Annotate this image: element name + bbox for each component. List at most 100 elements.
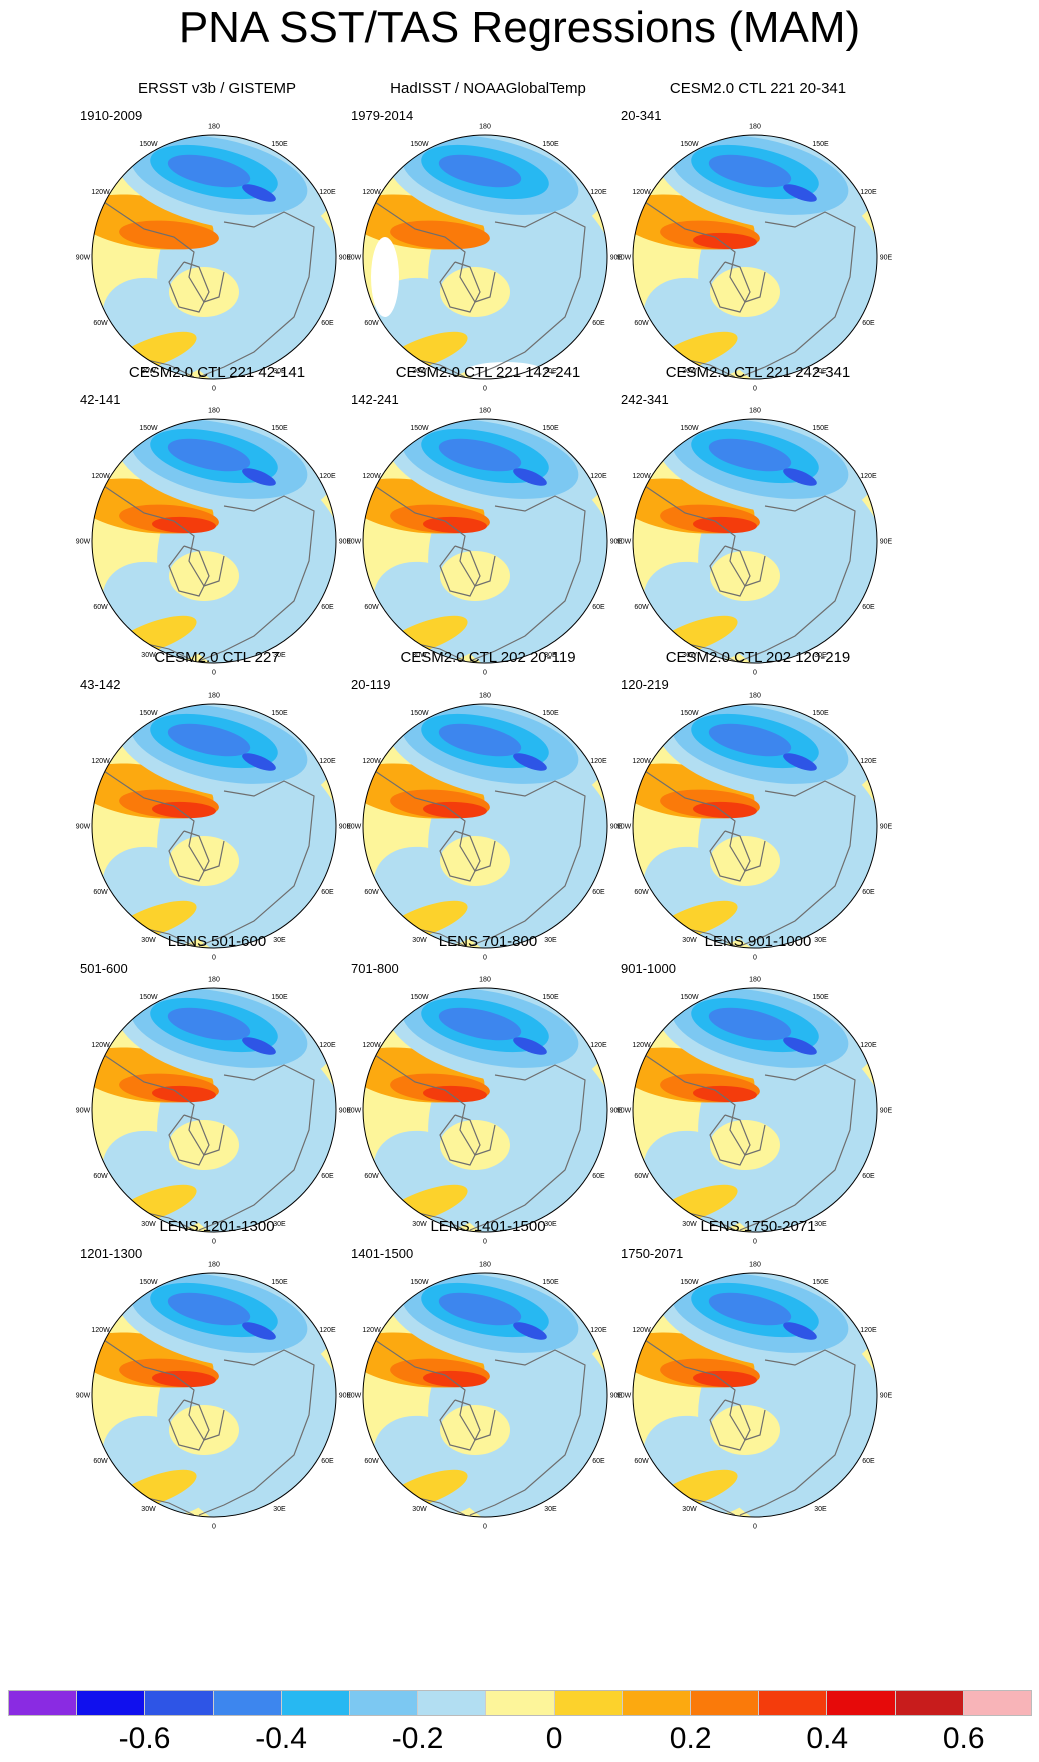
positive-anomaly-peak xyxy=(152,516,216,534)
map-boundary xyxy=(362,418,608,664)
panel-title: LENS 901-1000 xyxy=(704,933,812,950)
negative-anomaly-pacific-core xyxy=(708,1292,792,1326)
longitude-label: 90W xyxy=(76,824,91,831)
longitude-label: 120E xyxy=(590,1327,607,1334)
longitude-label: 30E xyxy=(544,368,557,375)
longitude-label: 60W xyxy=(634,604,649,611)
coastline-greenland xyxy=(168,545,210,597)
longitude-label: 30E xyxy=(544,1221,557,1228)
map-boundary xyxy=(632,134,878,380)
coastline-greenland xyxy=(439,261,481,313)
longitude-label: 120W xyxy=(362,1042,381,1049)
longitude-label: 180 xyxy=(749,408,761,415)
longitude-label: 120E xyxy=(319,189,336,196)
longitude-label: 180 xyxy=(479,408,491,415)
negative-anomaly-pacific-core xyxy=(167,1007,251,1041)
colorbar-swatch xyxy=(9,1691,78,1715)
longitude-label: 120W xyxy=(91,758,110,765)
longitude-label: 0 xyxy=(212,1239,216,1246)
longitude-label: 150E xyxy=(542,994,559,1001)
longitude-label: 90W xyxy=(347,255,362,262)
negative-anomaly-pacific-core xyxy=(167,1292,251,1326)
panel-title: CESM2.0 CTL 227 xyxy=(154,649,280,666)
longitude-label: 150W xyxy=(680,141,699,148)
negative-anomaly-pacific-core xyxy=(167,723,251,757)
map-panel: 180 150E 120E 90E 60E 30E 0 30W 60W 90W 120W 150W Ha… xyxy=(338,80,638,400)
longitude-label: 120E xyxy=(590,1042,607,1049)
map-field xyxy=(633,704,877,948)
map-panel-graphic: 180 150E 120E 90E 60E 30E 0 30W 60W 90W 120W 150W xyxy=(617,693,893,962)
positive-region-greenland xyxy=(169,1120,239,1170)
negative-anomaly-peak xyxy=(783,184,817,202)
map-panel-graphic: 180 150E 120E 90E 60E 30E 0 30W 60W 90W 120W 150W xyxy=(617,1262,893,1531)
longitude-label: 90E xyxy=(339,824,352,831)
longitude-label: 60W xyxy=(93,320,108,327)
map-boundary xyxy=(91,1272,337,1518)
panel-title: LENS 1401-1500 xyxy=(430,1218,546,1235)
longitude-label: 180 xyxy=(208,124,220,131)
positive-anomaly-peak xyxy=(693,801,757,819)
coastline-eurasia xyxy=(198,1064,315,1231)
longitude-label: 0 xyxy=(483,386,487,393)
longitude-label: 120W xyxy=(362,758,381,765)
longitude-label: 30E xyxy=(814,937,827,944)
longitude-label: 90W xyxy=(347,539,362,546)
coastline-eurasia xyxy=(739,780,856,947)
longitude-label: 30W xyxy=(141,1506,156,1513)
longitude-label: 180 xyxy=(479,977,491,984)
panel-title: LENS 501-600 xyxy=(167,933,267,950)
longitude-label: 30E xyxy=(814,368,827,375)
longitude-label: 90E xyxy=(610,824,623,831)
longitude-label: 120E xyxy=(319,758,336,765)
longitude-label: 180 xyxy=(208,693,220,700)
longitude-label: 150E xyxy=(271,141,288,148)
colorbar-swatch xyxy=(213,1691,282,1715)
coastline-greenland xyxy=(439,1399,481,1451)
colorbar-swatch xyxy=(691,1691,760,1715)
map-boundary xyxy=(91,418,337,664)
longitude-label: 30W xyxy=(412,652,427,659)
colorbar-tick-label: 0.4 xyxy=(806,1722,849,1755)
map-panel: 180 150E 120E 90E 60E 30E 0 30W 60W 90W 120W 150W LE… xyxy=(338,933,638,1253)
coastline-greenland xyxy=(168,830,210,882)
longitude-label: 180 xyxy=(479,1262,491,1269)
map-panel: 180 150E 120E 90E 60E 30E 0 30W 60W 90W 120W 150W ER… xyxy=(67,80,367,400)
longitude-label: 180 xyxy=(749,124,761,131)
negative-anomaly-pacific-core xyxy=(708,154,792,188)
longitude-label: 60W xyxy=(93,1173,108,1180)
longitude-label: 90W xyxy=(76,539,91,546)
coastline-greenland xyxy=(168,1399,210,1451)
longitude-label: 120E xyxy=(860,1327,877,1334)
positive-anomaly-peak xyxy=(693,232,757,250)
longitude-label: 150W xyxy=(410,425,429,432)
negative-anomaly-pacific-core xyxy=(167,154,251,188)
longitude-label: 150E xyxy=(542,710,559,717)
panel-title: ERSST v3b / GISTEMP xyxy=(137,80,297,97)
longitude-label: 120W xyxy=(632,758,651,765)
negative-anomaly-pacific-core xyxy=(708,438,792,472)
longitude-label: 120E xyxy=(319,1327,336,1334)
longitude-label: 150E xyxy=(542,425,559,432)
positive-region-greenland xyxy=(169,267,239,317)
map-field xyxy=(633,1273,877,1517)
longitude-label: 0 xyxy=(212,386,216,393)
map-field xyxy=(92,419,336,663)
longitude-label: 60W xyxy=(93,1458,108,1465)
longitude-label: 150E xyxy=(271,425,288,432)
longitude-label: 180 xyxy=(749,977,761,984)
map-panel: 180 150E 120E 90E 60E 30E 0 30W 60W 90W 120W 150W LE… xyxy=(67,933,367,1253)
longitude-label: 120W xyxy=(91,473,110,480)
longitude-label: 30E xyxy=(273,1506,286,1513)
longitude-label: 150W xyxy=(410,994,429,1001)
longitude-label: 60E xyxy=(321,604,334,611)
positive-region-greenland xyxy=(169,551,239,601)
coastline-greenland xyxy=(439,1114,481,1166)
map-boundary xyxy=(632,987,878,1233)
map-panel-graphic: 180 150E 120E 90E 60E 30E 0 30W 60W 90W 120W 150W xyxy=(347,977,623,1246)
longitude-label: 30W xyxy=(141,1221,156,1228)
positive-region-greenland xyxy=(169,1405,239,1455)
coastline-greenland xyxy=(439,830,481,882)
longitude-label: 30E xyxy=(814,1506,827,1513)
longitude-label: 60W xyxy=(634,1458,649,1465)
longitude-label: 0 xyxy=(212,955,216,962)
